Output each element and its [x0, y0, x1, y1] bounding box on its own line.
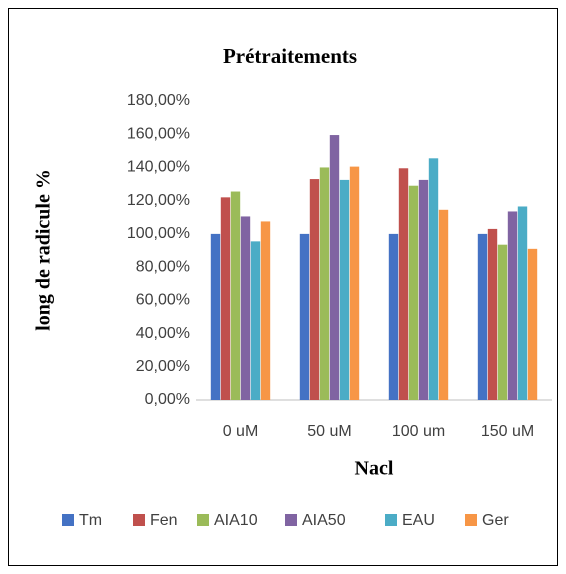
y-tick-label: 180,00% [127, 92, 190, 109]
y-tick-label: 0,00% [145, 391, 190, 408]
legend-swatch [285, 514, 297, 526]
bar [210, 233, 221, 400]
bar [260, 221, 271, 400]
bar [408, 185, 419, 400]
bar [319, 167, 330, 400]
legend-swatch [62, 514, 74, 526]
legend-label: Tm [79, 512, 102, 529]
legend-label: Ger [482, 512, 509, 529]
bar [309, 179, 320, 400]
legend-swatch [465, 514, 477, 526]
bar [477, 233, 488, 400]
bar [438, 209, 449, 400]
y-tick-label: 120,00% [127, 192, 190, 209]
bar [329, 135, 340, 400]
bar [418, 179, 429, 400]
bar [527, 248, 538, 400]
bar [388, 233, 399, 400]
y-axis-label: long de radicule % [33, 169, 55, 331]
x-tick-label: 50 uM [307, 423, 351, 440]
chart-border [8, 8, 558, 566]
bar [250, 241, 261, 400]
bar [299, 233, 310, 400]
y-tick-label: 60,00% [136, 292, 190, 309]
legend-label: Fen [150, 512, 178, 529]
bar [220, 197, 231, 400]
y-tick-label: 140,00% [127, 159, 190, 176]
legend-swatch [197, 514, 209, 526]
bar [398, 168, 409, 400]
x-tick-label: 100 um [392, 423, 445, 440]
y-tick-label: 20,00% [136, 358, 190, 375]
chart-title: Prétraitements [223, 44, 357, 68]
x-tick-label: 0 uM [223, 423, 259, 440]
y-tick-label: 40,00% [136, 325, 190, 342]
legend-label: AIA50 [302, 512, 346, 529]
bar [497, 244, 508, 400]
bar [349, 166, 360, 400]
bar [428, 158, 439, 400]
bar [230, 191, 241, 400]
bar [517, 206, 528, 400]
bar [487, 228, 498, 400]
bar [507, 211, 518, 400]
legend-swatch [385, 514, 397, 526]
legend-label: AIA10 [214, 512, 258, 529]
bar [240, 216, 251, 400]
x-tick-label: 150 uM [481, 423, 534, 440]
y-tick-label: 80,00% [136, 258, 190, 275]
legend-swatch [133, 514, 145, 526]
y-tick-label: 100,00% [127, 225, 190, 242]
bar [339, 179, 350, 400]
y-tick-label: 160,00% [127, 125, 190, 142]
legend-label: EAU [402, 512, 435, 529]
x-axis-label: Nacl [355, 458, 394, 480]
